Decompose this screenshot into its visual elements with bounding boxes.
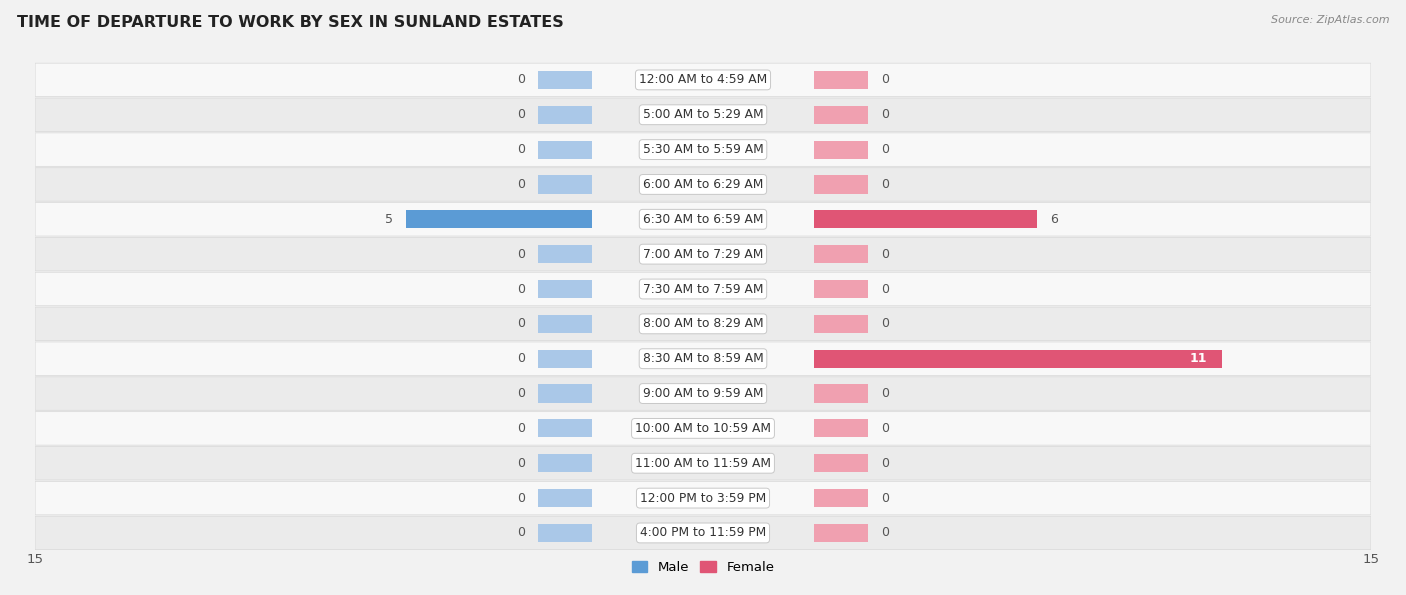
Text: 0: 0 [882, 178, 889, 191]
FancyBboxPatch shape [35, 516, 1371, 550]
Text: 0: 0 [517, 143, 524, 156]
Legend: Male, Female: Male, Female [627, 557, 779, 578]
Text: 0: 0 [517, 178, 524, 191]
FancyBboxPatch shape [35, 133, 1371, 167]
Text: 8:30 AM to 8:59 AM: 8:30 AM to 8:59 AM [643, 352, 763, 365]
Bar [814, 454, 868, 472]
Text: 0: 0 [517, 457, 524, 469]
Bar [538, 140, 592, 159]
Bar [814, 176, 868, 193]
Bar [814, 489, 868, 507]
FancyBboxPatch shape [35, 446, 1371, 480]
Text: 0: 0 [882, 108, 889, 121]
Bar [814, 245, 868, 263]
Bar [814, 280, 868, 298]
Bar [538, 524, 592, 542]
Text: 0: 0 [517, 73, 524, 86]
Bar [814, 524, 868, 542]
Bar [538, 454, 592, 472]
Text: 0: 0 [882, 491, 889, 505]
Text: 10:00 AM to 10:59 AM: 10:00 AM to 10:59 AM [636, 422, 770, 435]
Bar [538, 106, 592, 124]
Text: 11:00 AM to 11:59 AM: 11:00 AM to 11:59 AM [636, 457, 770, 469]
Text: 11: 11 [1189, 352, 1206, 365]
Text: 5:30 AM to 5:59 AM: 5:30 AM to 5:59 AM [643, 143, 763, 156]
Bar [538, 489, 592, 507]
Bar [814, 384, 868, 403]
Bar [538, 350, 592, 368]
FancyBboxPatch shape [35, 273, 1371, 306]
Bar [538, 419, 592, 437]
FancyBboxPatch shape [35, 168, 1371, 201]
Text: 8:00 AM to 8:29 AM: 8:00 AM to 8:29 AM [643, 317, 763, 330]
Bar [538, 384, 592, 403]
Text: Source: ZipAtlas.com: Source: ZipAtlas.com [1271, 15, 1389, 25]
Text: 0: 0 [517, 317, 524, 330]
Text: 0: 0 [517, 352, 524, 365]
Text: TIME OF DEPARTURE TO WORK BY SEX IN SUNLAND ESTATES: TIME OF DEPARTURE TO WORK BY SEX IN SUNL… [17, 15, 564, 30]
Bar [814, 140, 868, 159]
Bar [538, 176, 592, 193]
Bar [814, 71, 868, 89]
FancyBboxPatch shape [35, 63, 1371, 96]
Text: 0: 0 [882, 283, 889, 296]
Text: 0: 0 [517, 527, 524, 540]
Text: 5: 5 [385, 213, 392, 226]
Text: 0: 0 [517, 422, 524, 435]
Text: 9:00 AM to 9:59 AM: 9:00 AM to 9:59 AM [643, 387, 763, 400]
Bar [406, 210, 592, 228]
FancyBboxPatch shape [35, 342, 1371, 375]
Bar [538, 315, 592, 333]
Text: 0: 0 [882, 527, 889, 540]
Text: 0: 0 [882, 457, 889, 469]
FancyBboxPatch shape [35, 412, 1371, 445]
FancyBboxPatch shape [35, 481, 1371, 515]
Bar [538, 71, 592, 89]
Text: 0: 0 [517, 248, 524, 261]
Bar [814, 106, 868, 124]
FancyBboxPatch shape [35, 377, 1371, 411]
Text: 0: 0 [517, 108, 524, 121]
Bar [814, 350, 1222, 368]
Text: 0: 0 [517, 491, 524, 505]
FancyBboxPatch shape [35, 237, 1371, 271]
Bar [538, 280, 592, 298]
Text: 6:00 AM to 6:29 AM: 6:00 AM to 6:29 AM [643, 178, 763, 191]
Text: 0: 0 [882, 248, 889, 261]
Bar [538, 245, 592, 263]
Text: 0: 0 [517, 387, 524, 400]
FancyBboxPatch shape [35, 98, 1371, 131]
Bar [814, 210, 1036, 228]
Text: 0: 0 [882, 422, 889, 435]
FancyBboxPatch shape [35, 307, 1371, 340]
Text: 0: 0 [882, 73, 889, 86]
Text: 0: 0 [882, 143, 889, 156]
Text: 6:30 AM to 6:59 AM: 6:30 AM to 6:59 AM [643, 213, 763, 226]
Text: 7:30 AM to 7:59 AM: 7:30 AM to 7:59 AM [643, 283, 763, 296]
Text: 12:00 PM to 3:59 PM: 12:00 PM to 3:59 PM [640, 491, 766, 505]
Text: 7:00 AM to 7:29 AM: 7:00 AM to 7:29 AM [643, 248, 763, 261]
Text: 0: 0 [882, 387, 889, 400]
Text: 12:00 AM to 4:59 AM: 12:00 AM to 4:59 AM [638, 73, 768, 86]
Bar [814, 315, 868, 333]
FancyBboxPatch shape [35, 202, 1371, 236]
Text: 4:00 PM to 11:59 PM: 4:00 PM to 11:59 PM [640, 527, 766, 540]
Text: 6: 6 [1050, 213, 1059, 226]
Text: 0: 0 [517, 283, 524, 296]
Bar [814, 419, 868, 437]
Text: 5:00 AM to 5:29 AM: 5:00 AM to 5:29 AM [643, 108, 763, 121]
Text: 0: 0 [882, 317, 889, 330]
